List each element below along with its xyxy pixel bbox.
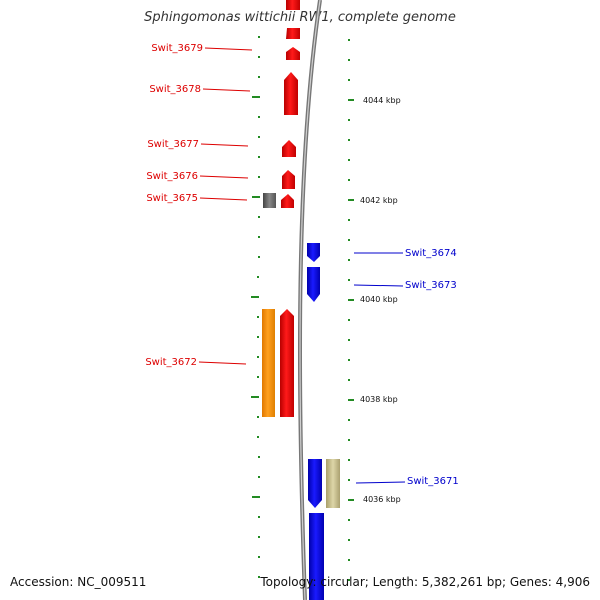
leader-line bbox=[353, 284, 404, 287]
label-swit-3674[interactable]: Swit_3674 bbox=[405, 248, 457, 259]
leader-line bbox=[198, 361, 247, 365]
label-swit-3673[interactable]: Swit_3673 bbox=[405, 280, 457, 291]
gene-swit-3676[interactable] bbox=[282, 170, 295, 189]
scale-label-4044: 4044 kbp bbox=[363, 96, 401, 105]
label-swit-3671[interactable]: Swit_3671 bbox=[407, 476, 459, 487]
feature-gray[interactable] bbox=[263, 193, 276, 208]
label-swit-3675[interactable]: Swit_3675 bbox=[146, 193, 198, 204]
gene-swit-3675[interactable] bbox=[281, 194, 294, 208]
tick-marks-right bbox=[348, 39, 354, 581]
gene-swit-3678[interactable] bbox=[284, 72, 298, 115]
leader-line bbox=[200, 143, 249, 147]
scale-label-4036: 4036 kbp bbox=[363, 495, 401, 504]
accession-text: Accession: NC_009511 bbox=[10, 575, 147, 589]
genome-summary-text: Topology: circular; Length: 5,382,261 bp… bbox=[260, 575, 590, 589]
scale-label-4042: 4042 kbp bbox=[360, 196, 398, 205]
leader-line bbox=[355, 481, 406, 484]
gene-reverse[interactable] bbox=[309, 513, 324, 600]
feature-swit-3672-orange[interactable] bbox=[262, 309, 275, 417]
label-swit-3678[interactable]: Swit_3678 bbox=[149, 84, 201, 95]
leader-line bbox=[202, 88, 251, 92]
label-swit-3677[interactable]: Swit_3677 bbox=[147, 139, 199, 150]
label-swit-3676[interactable]: Swit_3676 bbox=[146, 171, 198, 182]
gene-swit-3673[interactable] bbox=[307, 267, 320, 302]
genome-title: Sphingomonas wittichii RW1, complete gen… bbox=[144, 10, 456, 25]
leader-line bbox=[199, 197, 248, 201]
gene-swit-3679[interactable] bbox=[286, 47, 300, 60]
tick-marks-left bbox=[251, 36, 260, 578]
gene-swit-3677[interactable] bbox=[282, 140, 296, 157]
scale-label-4038: 4038 kbp bbox=[360, 395, 398, 404]
feature-khaki[interactable] bbox=[326, 459, 340, 508]
scale-label-4040: 4040 kbp bbox=[360, 295, 398, 304]
label-swit-3672[interactable]: Swit_3672 bbox=[145, 357, 197, 368]
label-swit-3679[interactable]: Swit_3679 bbox=[151, 43, 203, 54]
gene-swit-3671[interactable] bbox=[308, 459, 322, 508]
gene-swit-3672[interactable] bbox=[280, 309, 294, 417]
gene-swit-3674[interactable] bbox=[307, 243, 320, 262]
leader-line bbox=[199, 175, 249, 179]
gene-forward[interactable] bbox=[286, 0, 300, 10]
leader-line bbox=[204, 47, 253, 51]
gene-forward[interactable] bbox=[286, 28, 300, 39]
